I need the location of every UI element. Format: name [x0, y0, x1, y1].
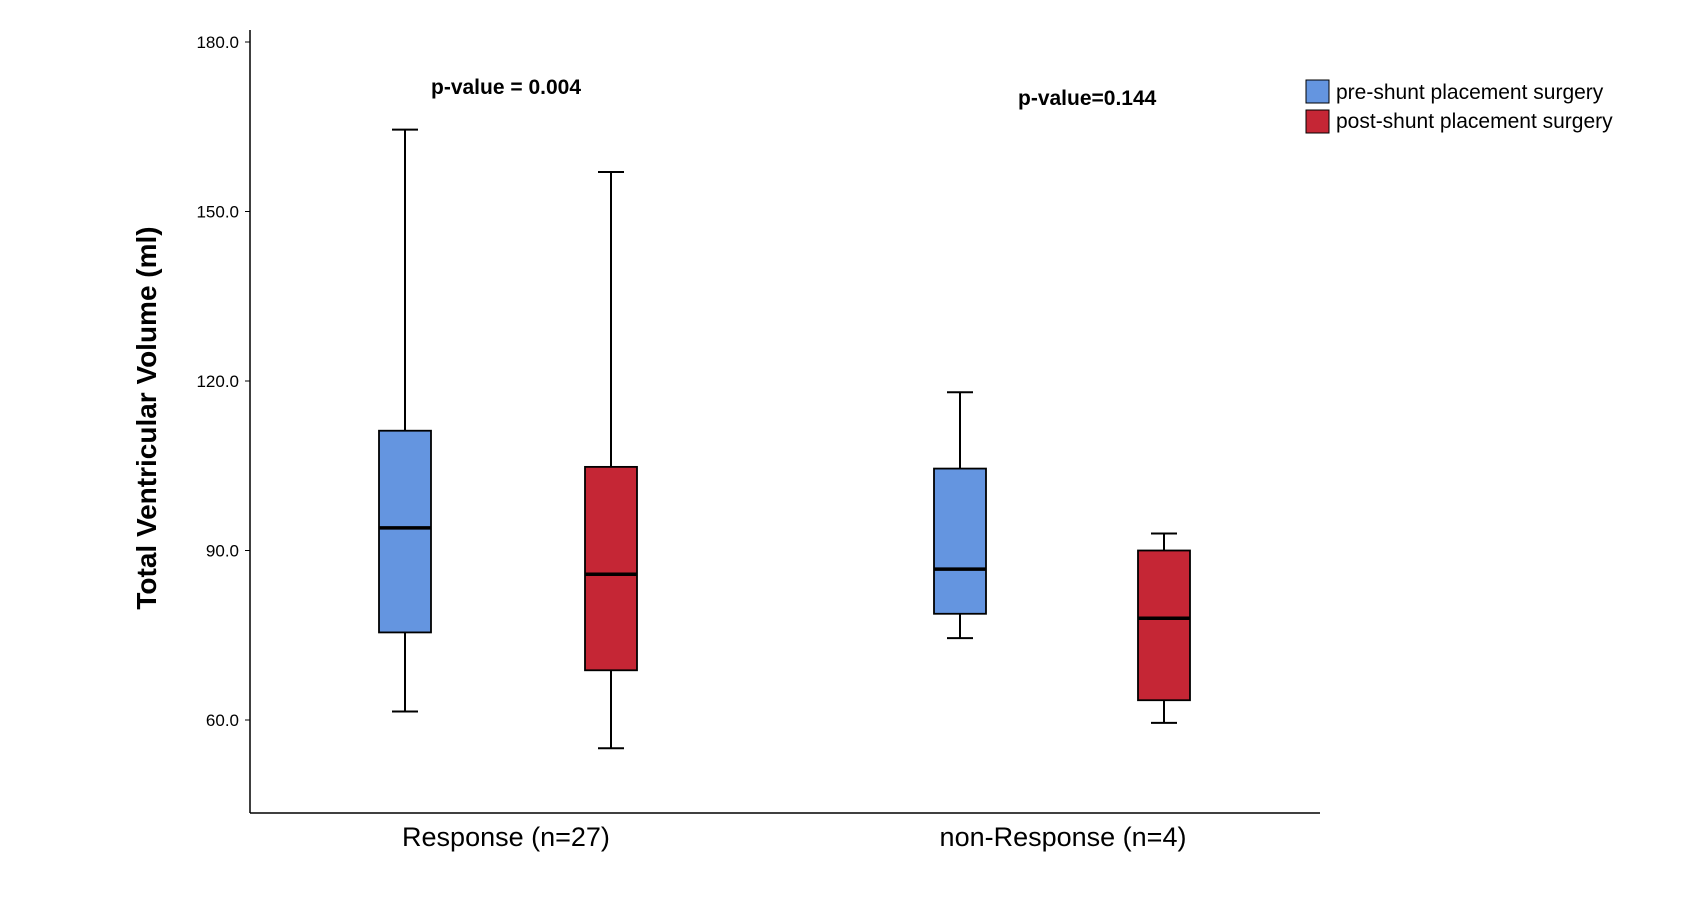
category-label-non-response: non-Response (n=4) — [940, 822, 1187, 852]
p-value-response-annotation: p-value = 0.004 — [431, 76, 581, 99]
axes: 60.0 90.0 120.0 150.0 180.0 — [196, 30, 1320, 814]
iqr-box — [378, 429, 432, 634]
y-tick-label: 180.0 — [196, 33, 239, 52]
y-tick-label: 60.0 — [206, 711, 239, 730]
labels: Total Ventricular Volume (ml) p-value = … — [131, 76, 1186, 852]
y-tick-label: 150.0 — [196, 203, 239, 222]
box-non-response-post — [1137, 532, 1191, 724]
iqr-box — [1137, 549, 1191, 702]
legend-label-post-shunt: post-shunt placement surgery — [1336, 110, 1613, 133]
box-group — [378, 128, 1191, 750]
legend-swatch-post-shunt — [1305, 109, 1330, 134]
box-non-response-pre — [933, 391, 987, 640]
legend-label-pre-shunt: pre-shunt placement surgery — [1336, 81, 1604, 104]
iqr-box — [933, 467, 987, 615]
legend-swatch-pre-shunt — [1305, 79, 1330, 104]
y-axis-title: Total Ventricular Volume (ml) — [131, 226, 162, 609]
box-response-pre — [378, 128, 432, 713]
y-tick-label: 90.0 — [206, 542, 239, 561]
box-response-post — [584, 170, 638, 750]
iqr-box — [584, 465, 638, 672]
category-label-response: Response (n=27) — [402, 822, 610, 852]
p-value-non-response-annotation: p-value=0.144 — [1018, 87, 1157, 110]
legend: pre-shunt placement surgery post-shunt p… — [1305, 79, 1613, 134]
y-tick-label: 120.0 — [196, 372, 239, 391]
